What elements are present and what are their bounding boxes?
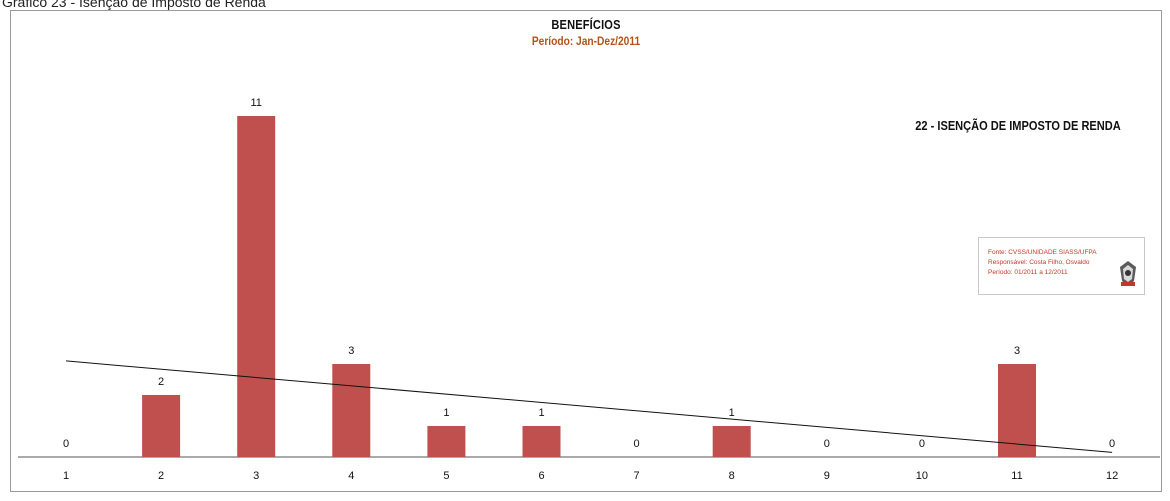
data-label-7: 0 — [634, 438, 640, 450]
x-tick-label-6: 6 — [538, 470, 544, 482]
x-tick-label-11: 11 — [1011, 470, 1022, 482]
chart-title: BENEFÍCIOS — [551, 17, 621, 32]
x-tick-label-12: 12 — [1106, 470, 1118, 482]
x-tick-label-2: 2 — [158, 470, 164, 482]
data-label-8: 1 — [729, 407, 735, 419]
x-tick-label-8: 8 — [729, 470, 735, 482]
data-label-1: 0 — [63, 438, 69, 450]
ufpa-seal-icon — [1120, 261, 1136, 286]
source-line-responsavel: Responsável: Costa Filho, Osvaldo — [988, 259, 1090, 266]
bar-4 — [332, 364, 371, 457]
bars-group — [142, 116, 1036, 457]
bar-8 — [712, 426, 751, 457]
x-tick-label-3: 3 — [253, 470, 259, 482]
x-tick-label-5: 5 — [443, 470, 449, 482]
figure-caption: Gráfico 23 - Isenção de Imposto de Renda — [2, 0, 266, 10]
source-line-fonte: Fonte: CVSS/UNIDADE SIASS/UFPA — [988, 249, 1097, 256]
bar-11 — [998, 364, 1036, 457]
data-label-3: 11 — [250, 97, 261, 109]
x-tick-label-4: 4 — [348, 470, 354, 482]
bar-2 — [142, 395, 181, 457]
source-box: Fonte: CVSS/UNIDADE SIASS/UFPA Responsáv… — [978, 237, 1145, 295]
chart-frame: BENEFÍCIOS Período: Jan-Dez/2011 22 - IS… — [10, 10, 1162, 492]
bar-3 — [237, 116, 276, 457]
bar-6 — [522, 426, 561, 457]
x-tick-label-7: 7 — [634, 470, 640, 482]
x-tick-label-9: 9 — [824, 470, 830, 482]
data-label-9: 0 — [824, 438, 830, 450]
data-label-5: 1 — [443, 407, 449, 419]
data-label-4: 3 — [348, 345, 354, 357]
trendline — [65, 360, 1113, 453]
x-tick-labels-group: 1 2 3 4 5 6 7 8 9 10 11 12 — [63, 470, 1118, 482]
source-line-periodo: Período: 01/2011 a 12/2011 — [988, 269, 1068, 276]
data-label-2: 2 — [158, 376, 164, 388]
data-label-6: 1 — [538, 407, 544, 419]
chart-heading: 22 - ISENÇÃO DE IMPOSTO DE RENDA — [915, 118, 1121, 133]
chart-subtitle: Período: Jan-Dez/2011 — [531, 34, 641, 48]
x-tick-label-10: 10 — [916, 470, 928, 482]
data-label-10: 0 — [919, 438, 925, 450]
data-label-12: 0 — [1109, 438, 1115, 450]
x-tick-label-1: 1 — [63, 470, 69, 482]
bar-5 — [427, 426, 466, 457]
data-label-11: 3 — [1014, 345, 1020, 357]
